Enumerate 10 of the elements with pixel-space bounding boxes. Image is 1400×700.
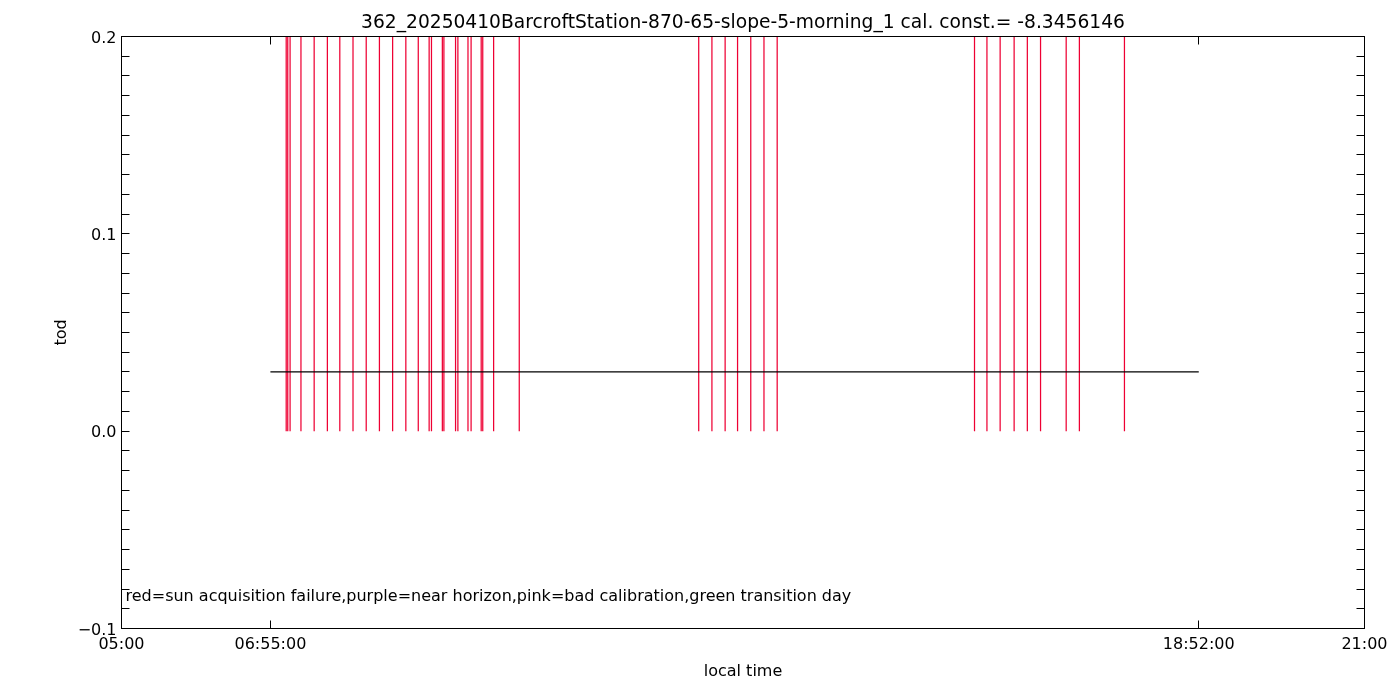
y-tick-label: 0.0 bbox=[91, 422, 117, 442]
x-tick-label: 21:00 bbox=[1341, 633, 1388, 653]
annotation: red=sun acquisition failure,purple=near horizon,pink=bad calibration,green transition day bbox=[125, 585, 852, 605]
y-tick-label: 0.2 bbox=[91, 27, 117, 47]
x-tick-label: 06:55:00 bbox=[234, 633, 307, 653]
y-tick-label: 0.1 bbox=[91, 224, 117, 244]
chart-title: 362_20250410BarcroftStation-870-65-slope-5-morning_1 cal. const.= -8.3456146 bbox=[361, 10, 1125, 33]
y-axis-title: tod bbox=[50, 319, 70, 346]
x-axis-title: local time bbox=[703, 660, 783, 680]
x-tick-label: 18:52:00 bbox=[1162, 633, 1235, 653]
